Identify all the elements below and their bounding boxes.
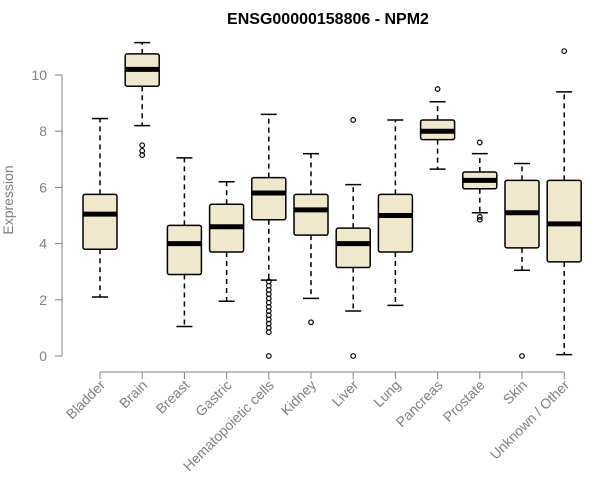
outlier-point — [476, 216, 483, 223]
y-axis: 0 2 4 6 8 10 — [31, 67, 63, 364]
box-skin — [504, 162, 540, 359]
x-tick-label: Breast — [153, 377, 193, 417]
outlier-point — [350, 353, 357, 359]
y-tick-label: 6 — [39, 179, 47, 195]
y-tick-label: 10 — [31, 67, 47, 83]
x-tick-label: Liver — [329, 377, 362, 410]
x-tick-label: Skin — [500, 377, 531, 408]
outlier-point — [434, 86, 441, 92]
box-prostate — [462, 139, 498, 223]
box-unknown-other — [546, 48, 582, 356]
iqr-box — [82, 193, 118, 250]
y-tick-label: 4 — [39, 236, 47, 252]
outlier-point — [265, 329, 272, 336]
outlier-point — [265, 353, 272, 359]
box-brain — [124, 41, 160, 158]
box-bladder — [82, 117, 118, 298]
y-tick-label: 0 — [39, 348, 47, 364]
box-liver — [335, 117, 371, 359]
iqr-box — [377, 193, 414, 253]
box-breast — [166, 157, 203, 328]
x-tick-label: Prostate — [440, 377, 488, 425]
outlier-point — [139, 142, 146, 149]
y-axis-label: Expression — [0, 165, 16, 234]
box-pancreas — [419, 86, 456, 170]
x-tick-label: Brain — [116, 377, 150, 411]
chart-title: ENSG00000158806 - NPM2 — [227, 11, 429, 28]
iqr-box — [293, 193, 329, 236]
x-tick-label: Lung — [370, 377, 403, 410]
outlier-point — [308, 319, 314, 326]
outlier-point — [476, 139, 483, 146]
box-gastric — [208, 181, 245, 302]
y-tick-label: 2 — [39, 292, 47, 308]
x-tick-label: Bladder — [63, 377, 109, 423]
iqr-box — [166, 224, 203, 276]
box-hematopoietic-cells — [251, 113, 287, 359]
x-tick-label: Pancreas — [393, 377, 446, 430]
outlier-point — [350, 117, 357, 123]
boxes-group — [82, 41, 582, 359]
iqr-box — [251, 176, 287, 221]
outlier-point — [476, 214, 483, 220]
iqr-box — [335, 227, 371, 269]
box-kidney — [293, 152, 329, 326]
iqr-box — [546, 179, 582, 263]
y-tick-label: 8 — [39, 123, 47, 139]
box-lung — [377, 119, 414, 307]
outlier-point — [561, 48, 568, 55]
outlier-point — [139, 152, 146, 158]
outlier-point — [519, 353, 525, 359]
x-tick-label: Unknown / Other — [487, 377, 573, 463]
x-tick-label: Kidney — [278, 377, 320, 419]
